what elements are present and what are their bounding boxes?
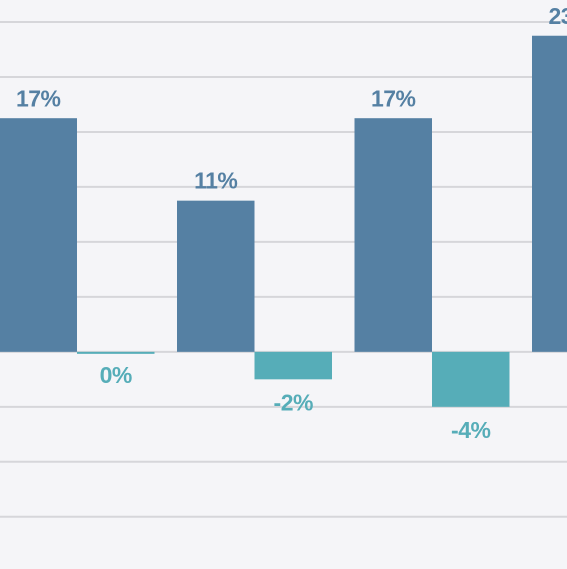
value-label: 23% [548,3,567,29]
value-label: 17% [16,85,61,111]
bar [532,35,567,352]
bar [0,118,77,352]
value-label: -4% [451,417,490,443]
value-label: 17% [371,85,416,111]
value-label: 11% [194,168,237,194]
value-label: 0% [100,362,132,388]
bar [254,351,332,380]
bar [177,200,255,352]
bar [432,351,510,407]
bar [354,118,432,352]
bar [77,351,155,354]
value-label: -2% [274,389,313,415]
